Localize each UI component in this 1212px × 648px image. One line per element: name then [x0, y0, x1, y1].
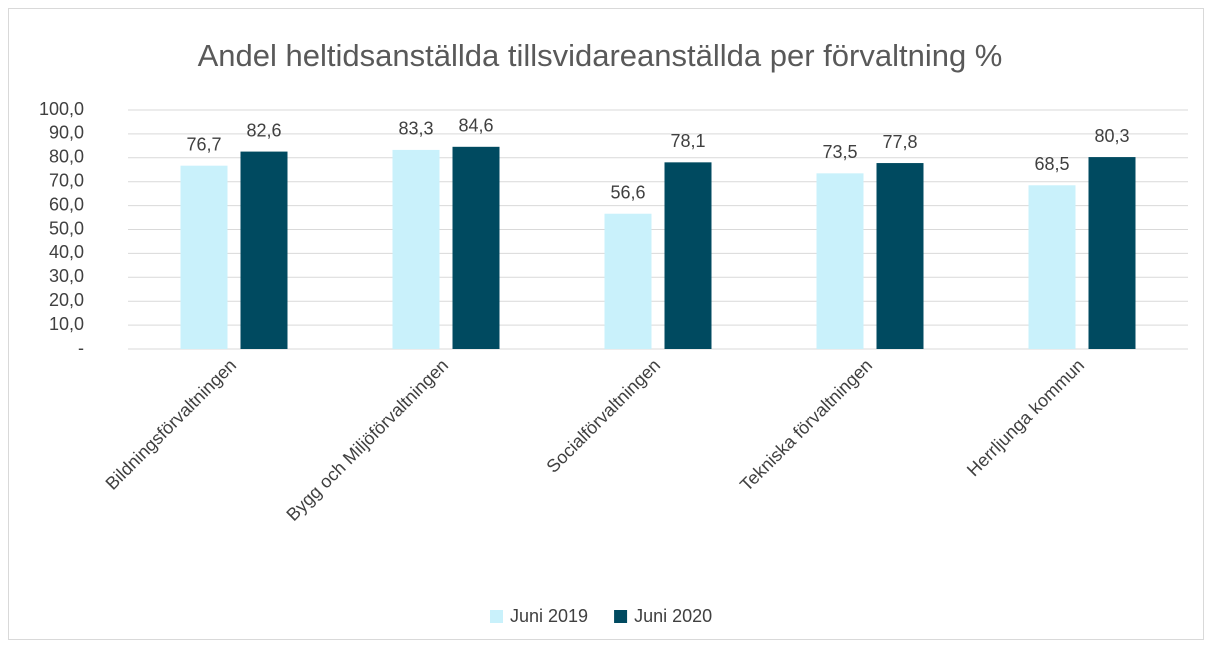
y-tick-label: 30,0 — [49, 266, 84, 286]
bar — [392, 149, 440, 349]
bar — [180, 165, 228, 349]
value-label: 73,5 — [822, 142, 857, 162]
y-tick-label: 80,0 — [49, 147, 84, 167]
bar — [240, 151, 288, 349]
value-label: 78,1 — [670, 131, 705, 151]
bar — [876, 163, 924, 349]
value-label: 56,6 — [610, 182, 645, 202]
legend-swatch — [614, 610, 628, 623]
legend-label: Juni 2020 — [634, 606, 712, 626]
value-label: 77,8 — [882, 132, 917, 152]
bar — [452, 146, 500, 349]
y-tick-label: 60,0 — [49, 194, 84, 214]
bar — [1088, 157, 1136, 349]
bar — [604, 213, 652, 349]
bar — [816, 173, 864, 349]
bar — [1028, 185, 1076, 349]
legend-swatch — [490, 610, 503, 623]
value-label: 82,6 — [246, 120, 281, 140]
value-label: 83,3 — [398, 119, 433, 139]
y-tick-label: 10,0 — [49, 314, 84, 334]
value-label: 76,7 — [186, 134, 221, 154]
y-tick-label: 50,0 — [49, 218, 84, 238]
value-label: 68,5 — [1034, 154, 1069, 174]
y-tick-label: 100,0 — [39, 99, 84, 119]
y-tick-label: 40,0 — [49, 242, 84, 262]
value-label: 84,6 — [458, 116, 493, 136]
bar — [664, 162, 712, 349]
legend-label: Juni 2019 — [510, 606, 588, 626]
value-label: 80,3 — [1094, 126, 1129, 146]
chart-title: Andel heltidsanställda tillsvidareanstäl… — [198, 38, 1003, 73]
y-tick-label: 20,0 — [49, 290, 84, 310]
y-tick-label: - — [78, 338, 84, 358]
y-tick-label: 70,0 — [49, 170, 84, 190]
y-tick-label: 90,0 — [49, 123, 84, 143]
